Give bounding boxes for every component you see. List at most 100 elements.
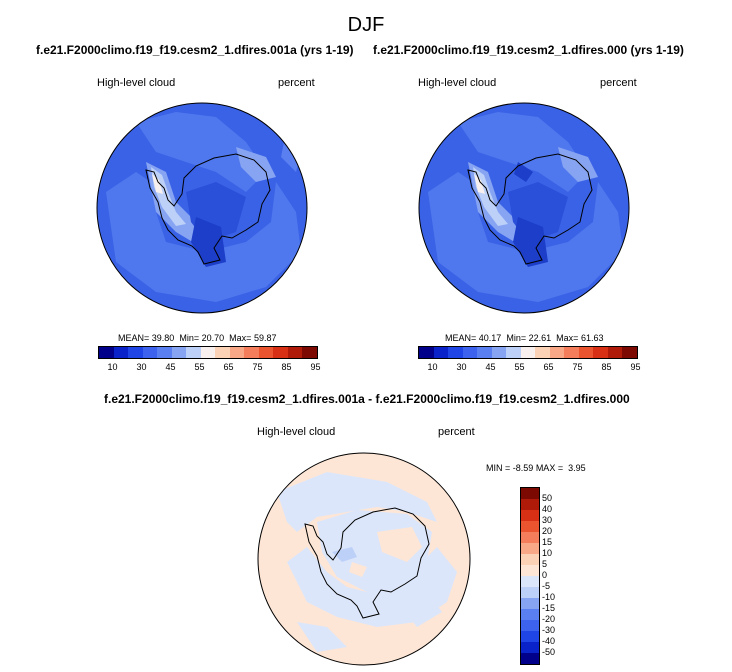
panel-2-colorbar-ticks: 10 30 45 55 65 75 85 95 [418, 362, 641, 374]
panel-2-colorbar-swatch [506, 347, 521, 358]
panel-1-polar-map [96, 102, 308, 314]
diff-case-title: f.e21.F2000climo.f19_f19.cesm2_1.dfires.… [104, 392, 630, 406]
diff-colorbar-label: -15 [542, 603, 556, 613]
diff-colorbar-swatch [521, 521, 539, 532]
diff-colorbar-swatch [521, 532, 539, 543]
panel-2-colorbar-tick-label: 30 [456, 362, 467, 372]
panel-1-colorbar [98, 346, 318, 359]
panel-1-colorbar-tick-label: 30 [136, 362, 147, 372]
diff-units-label: percent [438, 426, 475, 438]
diff-colorbar-label: 15 [542, 537, 553, 547]
diff-colorbar-label: -10 [542, 592, 556, 602]
diff-colorbar-label: 5 [542, 559, 548, 569]
diff-colorbar-label: 30 [542, 515, 553, 525]
panel-2-colorbar-tick-label: 75 [572, 362, 583, 372]
panel-1-variable-label: High-level cloud [97, 77, 176, 89]
diff-min-label: MIN = [486, 463, 511, 473]
panel-1-colorbar-swatch [200, 347, 215, 358]
diff-colorbar-swatch [521, 565, 539, 576]
diff-max-value: 3.95 [568, 463, 586, 473]
diff-colorbar-label: -30 [542, 625, 556, 635]
panel-1-colorbar-swatch [186, 347, 201, 358]
panel-2-colorbar-swatch [564, 347, 579, 358]
panel-2-colorbar [418, 346, 638, 359]
panel-1-case-title: f.e21.F2000climo.f19_f19.cesm2_1.dfires.… [36, 43, 354, 57]
panel-2-colorbar-swatch [433, 347, 448, 358]
panel-1-colorbar-swatch [157, 347, 172, 358]
panel-1-colorbar-tick-label: 95 [310, 362, 321, 372]
panel-2-colorbar-swatch [419, 347, 434, 358]
diff-min-value: -8.59 [512, 463, 534, 473]
panel-1-colorbar-swatch [229, 347, 244, 358]
diff-colorbar-label: -50 [542, 647, 556, 657]
panel-2-max-label: Max= [556, 333, 579, 343]
panel-1-units-label: percent [278, 77, 315, 89]
diff-colorbar-swatch [521, 499, 539, 510]
diff-colorbar-swatch [521, 609, 539, 620]
panel-1-min-label: Min= [179, 333, 200, 343]
diff-colorbar-swatch [521, 510, 539, 521]
diff-colorbar-label: 40 [542, 504, 553, 514]
panel-2-colorbar-swatch [520, 347, 535, 358]
diff-colorbar [520, 487, 540, 665]
diff-colorbar-label: 10 [542, 548, 553, 558]
panel-2-colorbar-swatch [578, 347, 593, 358]
panel-2-min-value: 22.61 [528, 333, 552, 343]
diff-colorbar-swatch [521, 576, 539, 587]
panel-2-colorbar-tick-label: 10 [427, 362, 438, 372]
panel-2-colorbar-swatch [549, 347, 564, 358]
panel-1-colorbar-swatch [244, 347, 259, 358]
panel-1-min-value: 20.70 [201, 333, 225, 343]
panel-2-stats: MEAN= 40.17 Min= 22.61 Max= 61.63 [445, 333, 603, 343]
panel-1-colorbar-tick-label: 10 [107, 362, 118, 372]
panel-2-max-value: 61.63 [580, 333, 604, 343]
panel-2-units-label: percent [600, 77, 637, 89]
panel-1-colorbar-swatch [171, 347, 186, 358]
panel-1-stats: MEAN= 39.80 Min= 20.70 Max= 59.87 [118, 333, 276, 343]
diff-colorbar-label: 20 [542, 526, 553, 536]
diff-minmax: MIN = -8.59 MAX = 3.95 [486, 463, 586, 473]
panel-1-colorbar-swatch [99, 347, 114, 358]
panel-2-polar-map [418, 102, 630, 314]
panel-1-colorbar-tick-label: 65 [223, 362, 234, 372]
diff-max-label: MAX = [535, 463, 564, 473]
panel-1-colorbar-swatch [142, 347, 157, 358]
panel-2-colorbar-tick-label: 85 [601, 362, 612, 372]
panel-1-colorbar-swatch [302, 347, 317, 358]
panel-2-colorbar-tick-label: 55 [514, 362, 525, 372]
diff-colorbar-swatch [521, 598, 539, 609]
panel-1-colorbar-tick-label: 55 [194, 362, 205, 372]
diff-colorbar-swatch [521, 587, 539, 598]
panel-1-colorbar-ticks: 10 30 45 55 65 75 85 95 [98, 362, 321, 374]
panel-2-colorbar-swatch [535, 347, 550, 358]
panel-1-colorbar-swatch [113, 347, 128, 358]
diff-colorbar-swatch [521, 653, 539, 664]
diff-colorbar-swatch [521, 488, 539, 499]
diff-colorbar-label: 50 [542, 493, 553, 503]
panel-2-colorbar-swatch [593, 347, 608, 358]
panel-2-colorbar-swatch [491, 347, 506, 358]
panel-1-max-value: 59.87 [253, 333, 277, 343]
panel-2-colorbar-tick-label: 95 [630, 362, 641, 372]
panel-1-colorbar-tick-label: 75 [252, 362, 263, 372]
panel-1-mean-label: MEAN= [118, 333, 150, 343]
diff-colorbar-label: 0 [542, 570, 548, 580]
panel-2-variable-label: High-level cloud [418, 77, 497, 89]
diff-polar-map [257, 452, 471, 666]
panel-1-colorbar-swatch [215, 347, 230, 358]
panel-1-mean-value: 39.80 [151, 333, 175, 343]
panel-1-colorbar-swatch [258, 347, 273, 358]
panel-2-colorbar-swatch [607, 347, 622, 358]
diff-colorbar-swatch [521, 620, 539, 631]
panel-1-colorbar-tick-label: 45 [165, 362, 176, 372]
panel-1-max-label: Max= [229, 333, 252, 343]
diff-colorbar-label: -20 [542, 614, 556, 624]
diff-colorbar-swatch [521, 554, 539, 565]
panel-2-mean-value: 40.17 [478, 333, 502, 343]
diff-variable-label: High-level cloud [257, 426, 336, 438]
diff-colorbar-swatch [521, 642, 539, 653]
panel-2-min-label: Min= [506, 333, 527, 343]
panel-2-mean-label: MEAN= [445, 333, 477, 343]
panel-2-colorbar-swatch [448, 347, 463, 358]
diff-colorbar-swatch [521, 631, 539, 642]
